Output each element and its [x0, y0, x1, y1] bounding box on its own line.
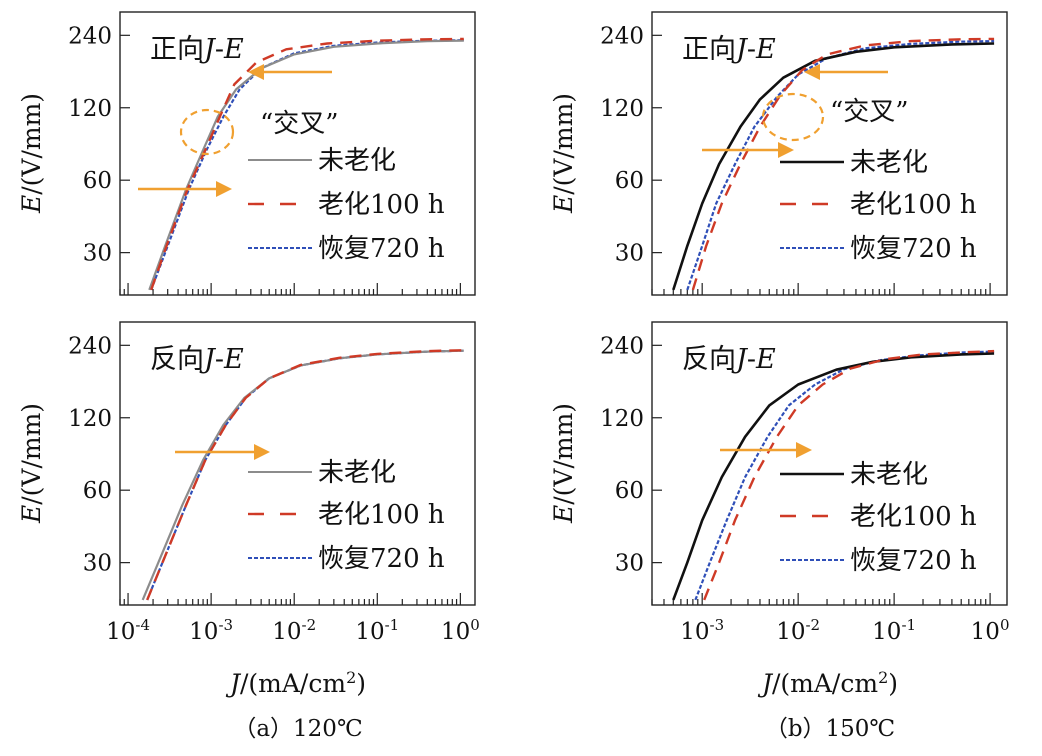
series-line: [703, 349, 995, 601]
y-tick-label: 120: [68, 96, 112, 122]
series-line: [146, 349, 464, 601]
panel-title: 正向J-E: [150, 34, 244, 65]
y-axis-label-b-reverse: E/(V/mm): [549, 403, 578, 524]
panel-title: 反向J-E: [150, 344, 244, 375]
y-tick-label: 240: [68, 333, 112, 359]
y-tick-label: 30: [615, 241, 644, 267]
y-tick-label: 60: [615, 168, 644, 194]
x-tick-label: 10-3: [189, 616, 233, 645]
right-arrow: [702, 142, 794, 158]
y-tick-label: 240: [68, 23, 112, 49]
legend-aged-label: 老化100 h: [318, 190, 445, 220]
plot-frame: [651, 11, 1008, 296]
y-tick-label: 60: [615, 478, 644, 504]
legend: 未老化 老化100 h 恢复720 h: [248, 458, 445, 574]
y-axis-label-a-reverse: E/(V/mm): [17, 403, 46, 524]
caption-b: （b）150℃: [765, 716, 895, 742]
plot-frame: [119, 321, 476, 606]
legend-recovered-label: 恢复720 h: [318, 544, 445, 574]
curves: [148, 37, 464, 291]
legend-unaged-label: 未老化: [318, 146, 396, 176]
y-axis-label-b-forward: E/(V/mm): [549, 93, 578, 214]
y-tick-label: 30: [83, 551, 112, 577]
y-tick-label: 120: [68, 406, 112, 432]
right-arrow: [175, 444, 270, 460]
x-tick-label: 100: [971, 616, 1010, 645]
curves: [141, 349, 464, 601]
panel-a-reverse: 30 60 120 240 10-4 10-3 10-2 10-1 100 反向J-E 未老化…: [68, 321, 480, 645]
panel-title: 反向J-E: [682, 344, 776, 375]
legend-aged-label: 老化100 h: [850, 190, 977, 220]
panel-a-forward: 30 60 120 240 正向J-E “交叉” 未老化 老化100 h 恢复720 …: [68, 11, 476, 296]
series-line: [148, 39, 464, 291]
y-tick-labels: 30 60 120 240: [68, 333, 112, 576]
right-arrow: [138, 181, 232, 197]
legend-unaged-label: 未老化: [850, 460, 928, 490]
x-tick-label: 10-1: [872, 616, 916, 645]
ticks: [119, 34, 461, 295]
x-tick-label: 10-1: [355, 616, 399, 645]
y-tick-label: 60: [83, 168, 112, 194]
panel-title: 正向J-E: [682, 34, 776, 65]
x-tick-label: 10-2: [776, 616, 820, 645]
x-tick-label: 100: [441, 616, 480, 645]
curves: [672, 349, 995, 601]
series-line: [672, 352, 995, 601]
x-tick-label: 10-3: [680, 616, 724, 645]
x-tick-labels: 10-3 10-2 10-1 100: [680, 616, 1009, 645]
caption-a: （a）120℃: [233, 716, 362, 742]
legend-recovered-label: 恢复720 h: [850, 234, 977, 264]
y-tick-label: 30: [83, 241, 112, 267]
right-arrow: [720, 442, 812, 458]
y-axis-label-a-forward: E/(V/mm): [17, 93, 46, 214]
x-tick-label: 10-2: [272, 616, 316, 645]
y-tick-label: 120: [600, 406, 644, 432]
legend-recovered-label: 恢复720 h: [318, 234, 445, 264]
x-axis-label-a: J/(mA/cm2): [225, 668, 366, 699]
legend: 未老化 老化100 h 恢复720 h: [780, 148, 977, 264]
series-line: [672, 42, 995, 291]
y-tick-label: 240: [600, 23, 644, 49]
ticks: [651, 344, 991, 605]
y-tick-labels: 30 60 120 240: [600, 333, 644, 576]
legend: 未老化 老化100 h 恢复720 h: [248, 146, 445, 264]
series-line: [150, 37, 464, 291]
crossing-annotation: “交叉”: [260, 109, 339, 139]
legend-unaged-label: 未老化: [318, 458, 396, 488]
curves: [672, 37, 995, 291]
panel-b-reverse: 30 60 120 240 10-3 10-2 10-1 100 反向J-E 未老化 老化1…: [600, 321, 1010, 645]
y-tick-label: 240: [600, 333, 644, 359]
legend-unaged-label: 未老化: [850, 148, 928, 178]
panel-b-forward: 30 60 120 240 正向J-E “交叉” 未老化 老化100 h 恢复720 …: [600, 11, 1008, 296]
plot-frame: [651, 321, 1008, 606]
left-arrow: [804, 64, 888, 80]
crossing-annotation: “交叉”: [830, 97, 909, 127]
x-tick-labels: 10-4 10-3 10-2 10-1 100: [106, 616, 480, 645]
ticks: [651, 34, 991, 295]
crossing-ellipse: [179, 108, 235, 156]
legend-aged-label: 老化100 h: [318, 500, 445, 530]
x-tick-label: 10-4: [106, 616, 150, 645]
ticks: [119, 344, 461, 605]
plot-frame: [119, 11, 476, 296]
x-axis-label-b: J/(mA/cm2): [757, 668, 898, 699]
y-tick-labels: 30 60 120 240: [68, 23, 112, 266]
y-tick-label: 120: [600, 96, 644, 122]
crossing-ellipse: [761, 92, 825, 142]
y-tick-label: 30: [615, 551, 644, 577]
left-arrow: [248, 64, 332, 80]
series-line: [691, 37, 995, 291]
legend: 未老化 老化100 h 恢复720 h: [780, 460, 977, 576]
legend-aged-label: 老化100 h: [850, 502, 977, 532]
y-tick-label: 60: [83, 478, 112, 504]
legend-recovered-label: 恢复720 h: [850, 546, 977, 576]
y-tick-labels: 30 60 120 240: [600, 23, 644, 266]
